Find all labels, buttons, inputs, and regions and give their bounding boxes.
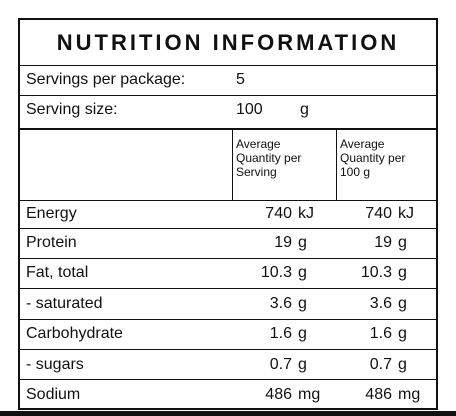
row-label-saturated: - saturated bbox=[26, 295, 103, 312]
row-value-serving-energy: 740 bbox=[265, 205, 292, 222]
divider-columns bbox=[20, 200, 436, 201]
col-divider-2 bbox=[336, 130, 337, 200]
row-unit-100g-sugars: g bbox=[398, 356, 407, 373]
divider-row-fat-total bbox=[20, 288, 436, 289]
row-label-sugars: - sugars bbox=[26, 356, 84, 373]
row-label-carbohydrate: Carbohydrate bbox=[26, 325, 123, 342]
row-unit-serving-carbohydrate: g bbox=[298, 325, 307, 342]
panel-title: NUTRITION INFORMATION bbox=[56, 30, 400, 55]
bottom-edge-bar bbox=[0, 411, 456, 416]
row-value-serving-fat-total: 10.3 bbox=[260, 264, 292, 281]
row-value-serving-carbohydrate: 1.6 bbox=[269, 325, 292, 342]
row-value-100g-carbohydrate: 1.6 bbox=[369, 325, 392, 342]
row-label-fat-total: Fat, total bbox=[26, 264, 89, 281]
row-unit-100g-energy: kJ bbox=[398, 205, 414, 222]
divider-servings bbox=[20, 95, 436, 96]
serving-size-label: Serving size: bbox=[26, 101, 118, 118]
row-value-100g-energy: 740 bbox=[365, 205, 392, 222]
servings-per-package-value: 5 bbox=[236, 71, 245, 88]
row-unit-100g-carbohydrate: g bbox=[398, 325, 407, 342]
col-divider-1 bbox=[232, 130, 233, 200]
row-value-100g-sodium: 486 bbox=[365, 386, 392, 403]
divider-row-protein bbox=[20, 258, 436, 259]
row-label-sodium: Sodium bbox=[26, 386, 81, 403]
row-value-100g-fat-total: 10.3 bbox=[360, 264, 392, 281]
row-value-serving-saturated: 3.6 bbox=[269, 295, 292, 312]
row-unit-100g-sodium: mg bbox=[398, 386, 421, 403]
row-unit-serving-protein: g bbox=[298, 234, 307, 251]
row-label-protein: Protein bbox=[26, 234, 77, 251]
row-value-serving-sodium: 486 bbox=[265, 386, 292, 403]
row-label-energy: Energy bbox=[26, 205, 77, 222]
row-value-100g-sugars: 0.7 bbox=[369, 356, 392, 373]
divider-row-saturated bbox=[20, 319, 436, 320]
serving-size-unit: g bbox=[300, 101, 309, 118]
row-unit-serving-sugars: g bbox=[298, 356, 307, 373]
serving-size-value: 100 bbox=[236, 101, 263, 118]
row-unit-serving-sodium: mg bbox=[298, 386, 321, 403]
row-value-100g-protein: 19 bbox=[374, 234, 392, 251]
divider-row-energy bbox=[20, 228, 436, 229]
row-value-serving-protein: 19 bbox=[274, 234, 292, 251]
row-value-100g-saturated: 3.6 bbox=[369, 295, 392, 312]
row-unit-serving-energy: kJ bbox=[298, 205, 314, 222]
nutrition-panel: NUTRITION INFORMATION Servings per packa… bbox=[18, 18, 438, 410]
divider-row-sugars bbox=[20, 379, 436, 380]
row-unit-serving-saturated: g bbox=[298, 295, 307, 312]
row-unit-100g-protein: g bbox=[398, 234, 407, 251]
divider-row-carbohydrate bbox=[20, 349, 436, 350]
col-header-per-serving: Average Quantity per Serving bbox=[236, 137, 302, 179]
row-unit-100g-saturated: g bbox=[398, 295, 407, 312]
servings-per-package-label: Servings per package: bbox=[26, 71, 186, 88]
row-unit-serving-fat-total: g bbox=[298, 264, 307, 281]
divider-title bbox=[20, 65, 436, 66]
col-header-per-100g: Average Quantity per 100 g bbox=[340, 137, 406, 179]
row-unit-100g-fat-total: g bbox=[398, 264, 407, 281]
divider-header bbox=[20, 128, 436, 130]
row-value-serving-sugars: 0.7 bbox=[269, 356, 292, 373]
